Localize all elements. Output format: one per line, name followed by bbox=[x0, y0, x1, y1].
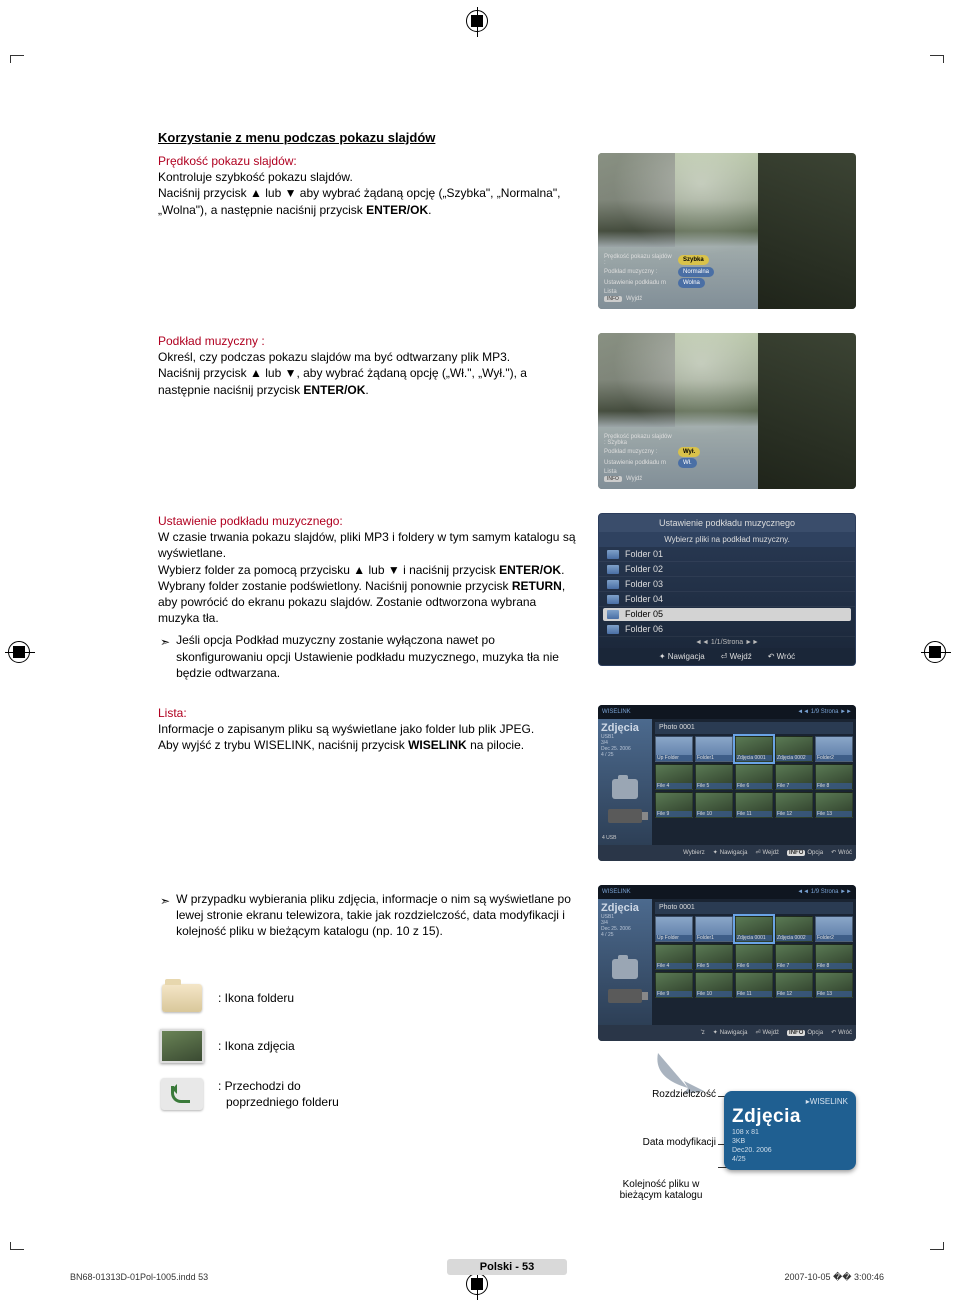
photo-icon bbox=[160, 1029, 204, 1063]
camera-icon bbox=[612, 959, 638, 979]
legend-back: : Przechodzi do poprzedniego folderu bbox=[218, 1078, 339, 1110]
s3-heading: Ustawienie podkładu muzycznego: bbox=[158, 514, 343, 528]
usb-icon bbox=[608, 809, 642, 823]
registration-mark-right bbox=[924, 641, 946, 663]
s4-line1: Informacje o zapisanym pliku są wyświetl… bbox=[158, 721, 580, 737]
registration-mark-top bbox=[466, 10, 488, 32]
s3-note: ➣ Jeśli opcja Podkład muzyczny zostanie … bbox=[158, 632, 580, 681]
s1-line1: Kontroluje szybkość pokazu slajdów. bbox=[158, 169, 580, 185]
screenshot-gallery-selected: WISELINK◄◄ 1/9 Strona ►► Zdjęcia USB1 3/… bbox=[598, 885, 856, 1041]
section-title: Korzystanie z menu podczas pokazu slajdó… bbox=[158, 130, 856, 145]
legend-photo: : Ikona zdjęcia bbox=[218, 1038, 295, 1054]
s2-heading: Podkład muzyczny : bbox=[158, 334, 265, 348]
crop-mark bbox=[930, 55, 944, 63]
registration-mark-left bbox=[8, 641, 30, 663]
print-footer: BN68-01313D-01Pol-1005.indd 53 2007-10-0… bbox=[70, 1272, 884, 1283]
s5-note: ➣ W przypadku wybierania pliku zdjęcia, … bbox=[158, 891, 580, 940]
usb-icon bbox=[608, 989, 642, 1003]
s1-heading: Prędkość pokazu slajdów: bbox=[158, 154, 297, 168]
icon-legend: : Ikona folderu : Ikona zdjęcia : Przech… bbox=[158, 979, 580, 1113]
s2-line1: Określ, czy podczas pokazu slajdów ma by… bbox=[158, 349, 580, 365]
back-folder-icon bbox=[161, 1078, 203, 1110]
crop-mark bbox=[930, 1242, 944, 1250]
legend-folder: : Ikona folderu bbox=[218, 990, 294, 1006]
s1-line2: Naciśnij przycisk ▲ lub ▼ aby wybrać żąd… bbox=[158, 185, 580, 217]
callout-label-order: Kolejność pliku w bieżącym katalogu bbox=[606, 1179, 716, 1201]
s4-heading: Lista: bbox=[158, 706, 187, 720]
screenshot-speed-menu: Prędkość pokazu slajdów :Szybka Podkład … bbox=[598, 153, 856, 309]
s3-line1: W czasie trwania pokazu slajdów, pliki M… bbox=[158, 529, 580, 561]
s3-line2: Wybierz folder za pomocą przycisku ▲ lub… bbox=[158, 562, 580, 627]
callout-label-date: Data modyfikacji bbox=[643, 1137, 716, 1148]
crop-mark bbox=[10, 55, 24, 63]
footer-timestamp: 2007-10-05 �� 3:00:46 bbox=[784, 1272, 884, 1283]
crop-mark bbox=[10, 1242, 24, 1250]
folder-icon bbox=[162, 984, 202, 1012]
note-arrow-icon: ➣ bbox=[160, 634, 170, 681]
screenshot-bgm-menu: Prędkość pokazu slajdów : Szybka Podkład… bbox=[598, 333, 856, 489]
footer-file: BN68-01313D-01Pol-1005.indd 53 bbox=[70, 1272, 208, 1283]
callout-label-resolution: Rozdzielczość bbox=[652, 1089, 716, 1100]
s4-line2: Aby wyjść z trybu WISELINK, naciśnij prz… bbox=[158, 737, 580, 753]
s2-line2: Naciśnij przycisk ▲ lub ▼, aby wybrać żą… bbox=[158, 365, 580, 397]
screenshot-folder-picker: Ustawienie podkładu muzycznego Wybierz p… bbox=[598, 513, 856, 666]
camera-icon bbox=[612, 779, 638, 799]
zoom-arrow-icon bbox=[648, 1053, 738, 1093]
info-callout: Rozdzielczość Data modyfikacji Kolejność… bbox=[598, 1059, 856, 1229]
screenshot-gallery-list: WISELINK◄◄ 1/9 Strona ►► Zdjęcia USB1 3/… bbox=[598, 705, 856, 861]
note-arrow-icon: ➣ bbox=[160, 893, 170, 940]
info-bubble: ▸WISELINK Zdjęcia 108 x 81 3KB Dec20. 20… bbox=[724, 1091, 856, 1170]
